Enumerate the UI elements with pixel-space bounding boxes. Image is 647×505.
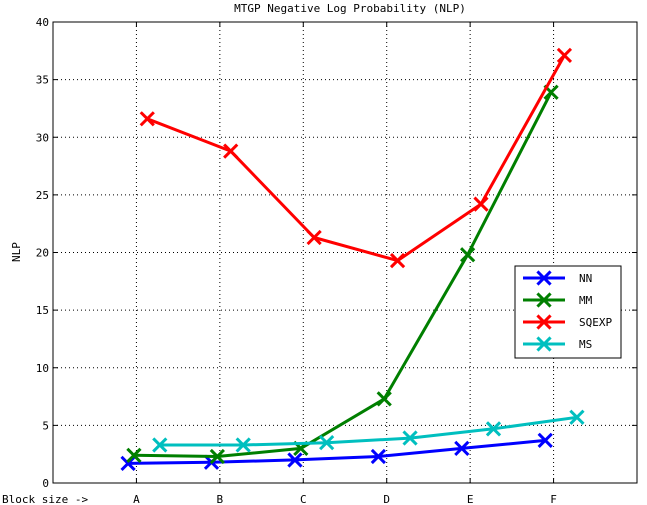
data-point-sqexp bbox=[556, 47, 573, 64]
data-point-ms bbox=[402, 430, 418, 446]
y-tick-label: 30 bbox=[36, 131, 49, 144]
legend: NN MM SQEXP MS bbox=[514, 265, 622, 359]
legend-marker bbox=[536, 270, 552, 286]
x-tick-label: A bbox=[133, 493, 140, 505]
y-tick-label: 20 bbox=[36, 247, 49, 260]
series-sqexp bbox=[139, 47, 573, 269]
data-point-sqexp bbox=[473, 196, 489, 212]
legend-item-mm: MM bbox=[523, 292, 593, 308]
x-tick-label: F bbox=[550, 493, 557, 505]
data-point-nn bbox=[120, 455, 136, 472]
data-point-ms bbox=[569, 409, 585, 425]
series-line-mm bbox=[133, 91, 553, 458]
y-tick-label: 10 bbox=[36, 362, 49, 375]
x-axis-ticks: A B C D E F bbox=[133, 22, 557, 505]
y-tick-label: 5 bbox=[42, 419, 49, 432]
series-layer bbox=[120, 47, 585, 472]
y-tick-label: 35 bbox=[36, 74, 49, 87]
legend-item-sqexp: SQEXP bbox=[523, 314, 612, 330]
y-tick-label: 25 bbox=[36, 189, 49, 202]
legend-marker bbox=[536, 314, 552, 330]
series-mm bbox=[126, 84, 559, 465]
x-axis-label: Block size -> bbox=[2, 493, 88, 505]
series-line-nn bbox=[128, 438, 546, 465]
x-tick-label: D bbox=[383, 493, 390, 505]
y-tick-label: 0 bbox=[42, 477, 49, 490]
chart-title: MTGP Negative Log Probability (NLP) bbox=[234, 2, 466, 15]
legend-label: SQEXP bbox=[579, 316, 612, 329]
data-point-nn bbox=[537, 432, 553, 448]
series-nn bbox=[120, 432, 553, 472]
y-axis-label: NLP bbox=[10, 242, 23, 262]
y-tick-label: 40 bbox=[36, 16, 49, 29]
data-point-sqexp bbox=[389, 252, 406, 269]
x-tick-label: E bbox=[467, 493, 474, 505]
data-point-mm bbox=[460, 247, 476, 263]
legend-marker bbox=[536, 336, 552, 352]
legend-label: MS bbox=[579, 338, 592, 351]
x-tick-label: C bbox=[300, 493, 307, 505]
legend-label: MM bbox=[579, 294, 593, 307]
data-point-nn bbox=[454, 440, 470, 457]
legend-box bbox=[514, 265, 622, 359]
legend-item-nn: NN bbox=[523, 270, 592, 286]
legend-item-ms: MS bbox=[523, 336, 592, 352]
data-point-mm bbox=[126, 447, 142, 463]
x-tick-label: B bbox=[217, 493, 224, 505]
data-point-nn bbox=[287, 452, 303, 468]
y-tick-label: 15 bbox=[36, 304, 49, 317]
y-axis-ticks: 0 5 10 15 20 25 30 35 40 bbox=[36, 16, 637, 490]
data-point-nn bbox=[370, 448, 386, 465]
data-point-ms bbox=[485, 421, 502, 437]
data-point-sqexp bbox=[223, 143, 239, 159]
data-point-mm bbox=[376, 391, 392, 407]
grid-lines bbox=[53, 22, 637, 483]
data-point-ms bbox=[152, 437, 168, 453]
data-point-sqexp bbox=[139, 111, 155, 127]
series-line-ms bbox=[159, 415, 578, 447]
series-ms bbox=[152, 409, 585, 453]
legend-marker bbox=[536, 292, 552, 308]
data-point-ms bbox=[235, 437, 251, 453]
data-point-mm bbox=[209, 448, 225, 465]
legend-label: NN bbox=[579, 272, 592, 285]
data-point-ms bbox=[319, 435, 335, 451]
data-point-sqexp bbox=[306, 229, 322, 246]
series-line-sqexp bbox=[146, 54, 566, 263]
